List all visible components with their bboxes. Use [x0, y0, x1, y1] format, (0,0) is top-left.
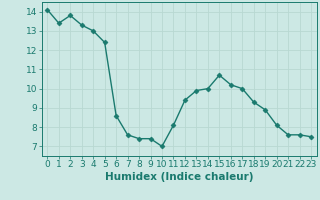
X-axis label: Humidex (Indice chaleur): Humidex (Indice chaleur): [105, 172, 253, 182]
